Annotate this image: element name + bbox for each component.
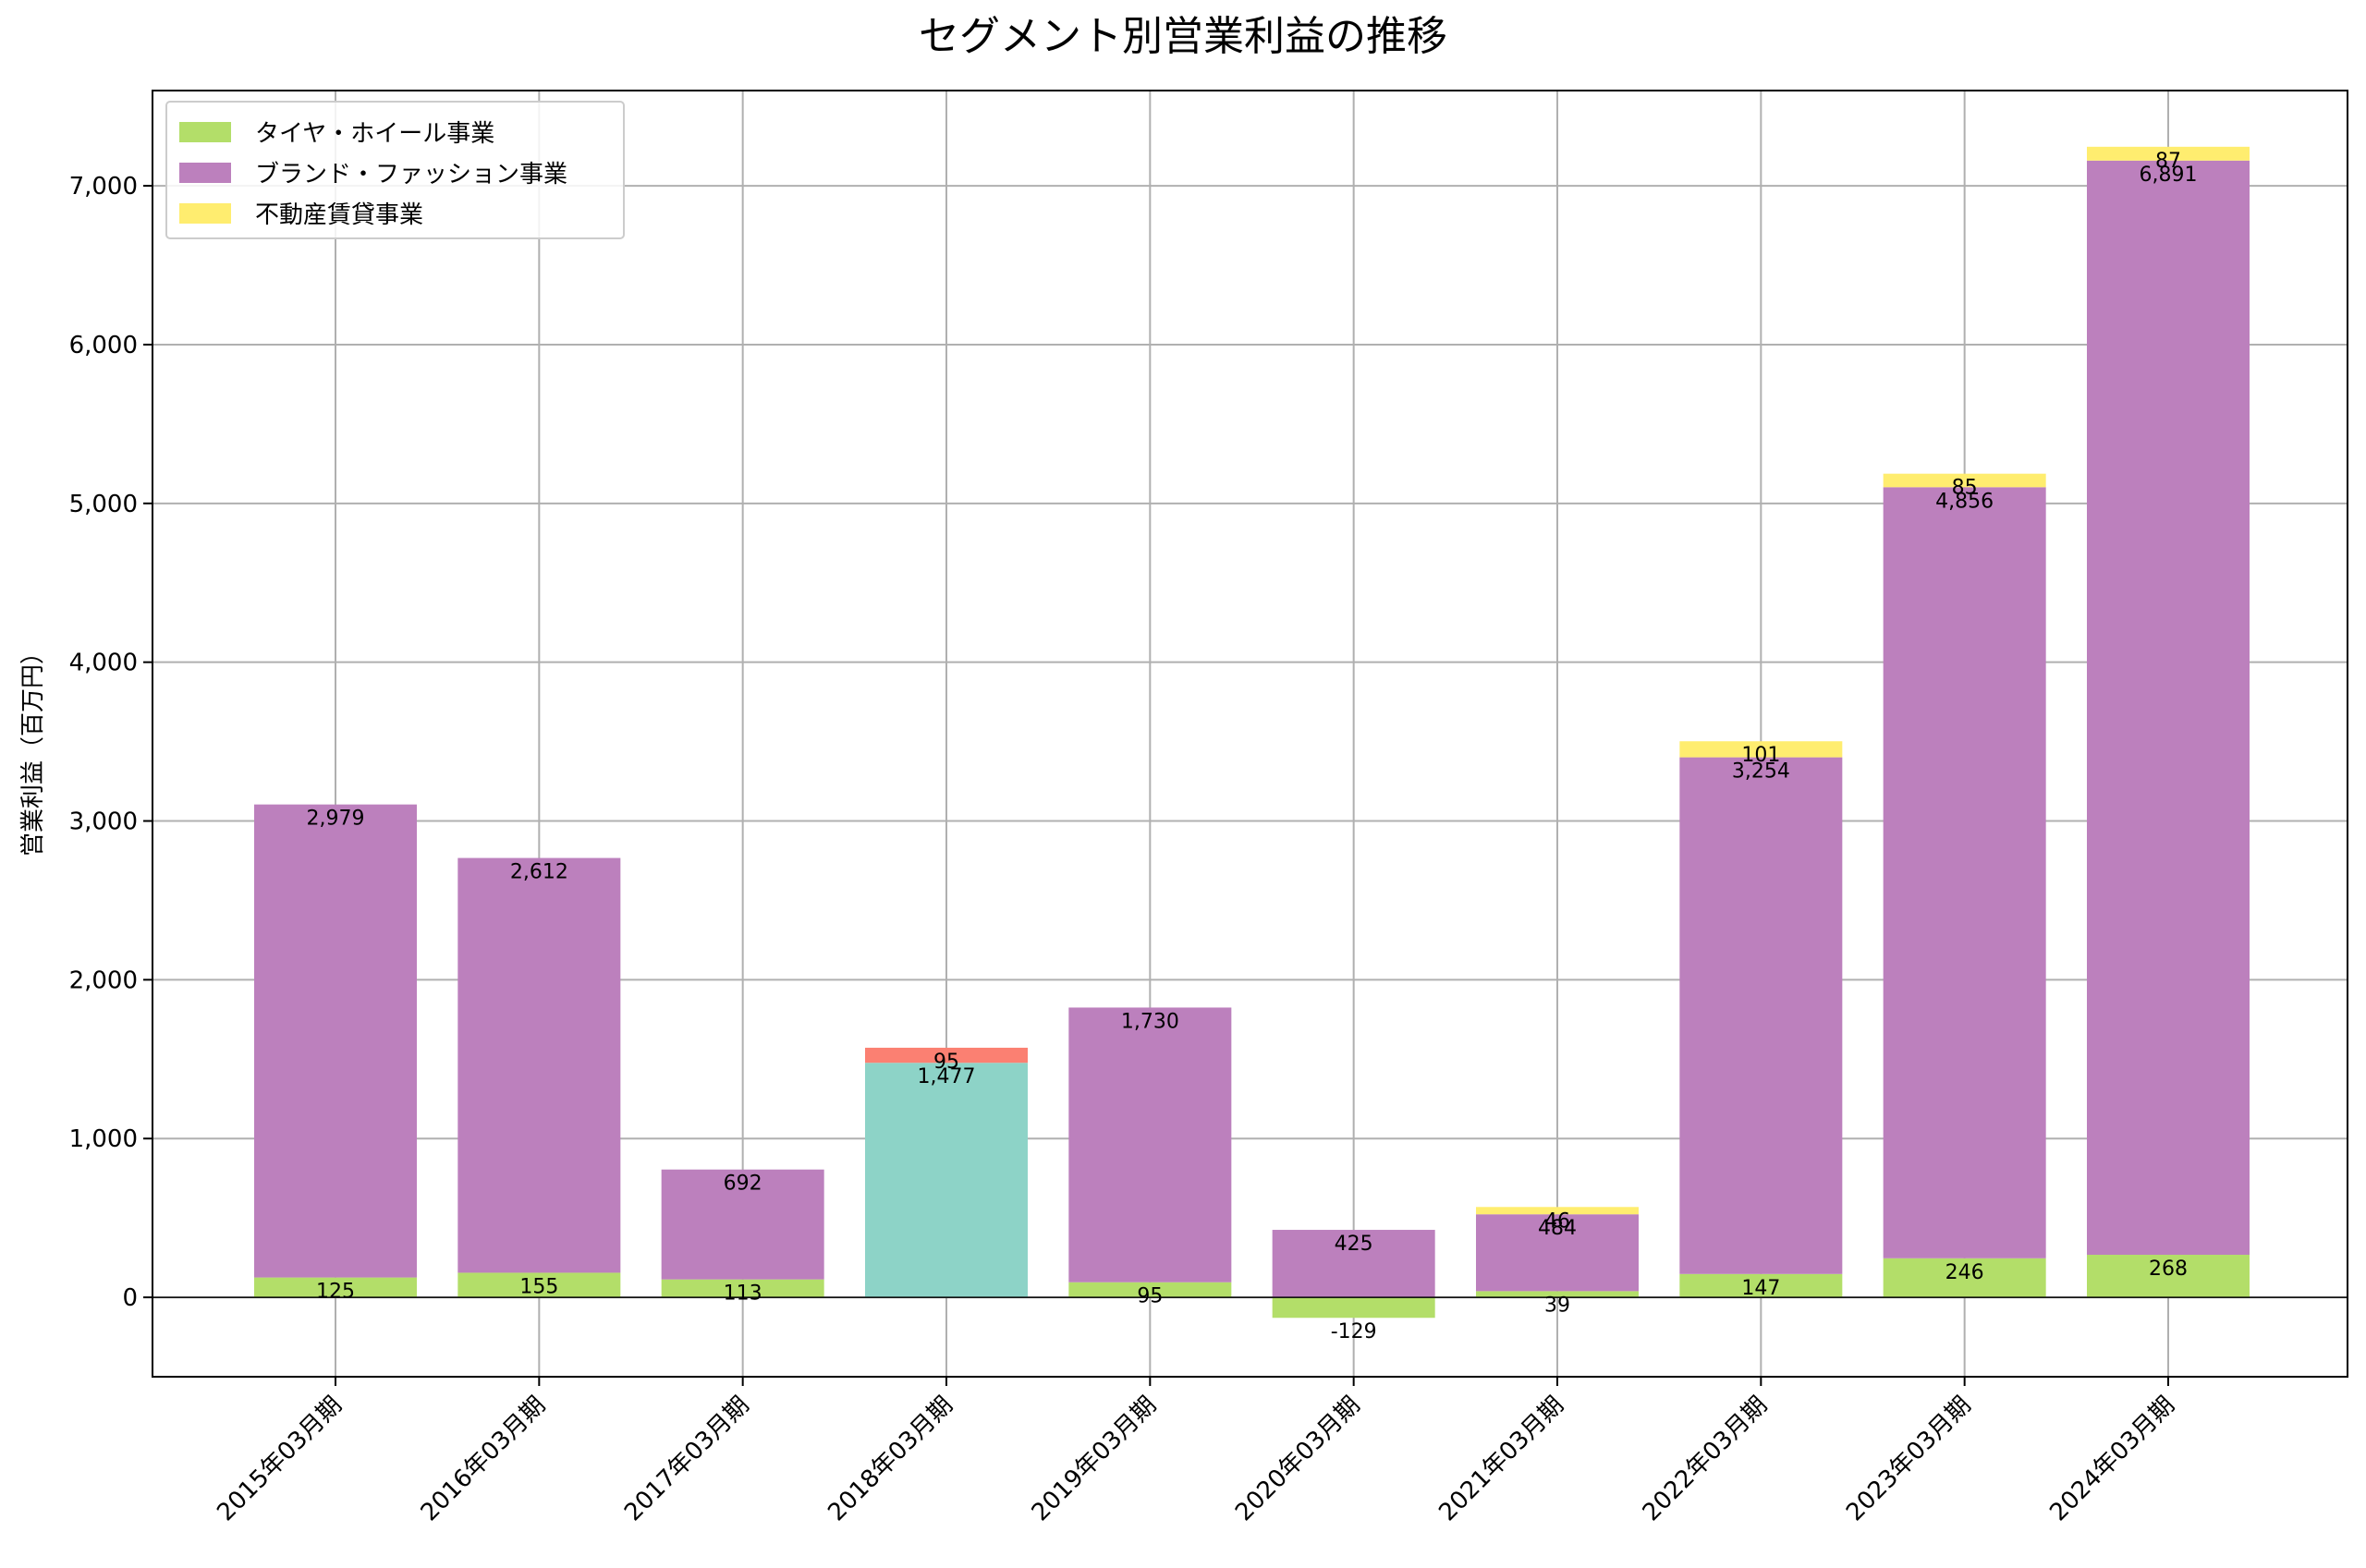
bar-segment xyxy=(1476,1291,1639,1298)
bar-segment xyxy=(1883,473,2046,488)
plot-frame xyxy=(152,90,2348,1378)
x-tick-label: 2015年03月期 xyxy=(212,1392,348,1527)
bar-segment xyxy=(1679,757,1843,1274)
y-tick-label: 1,000 xyxy=(69,1125,138,1153)
data-label: 425 xyxy=(1335,1233,1373,1256)
bar-segment xyxy=(865,1047,1028,1064)
data-label: 125 xyxy=(316,1281,355,1304)
data-label: 113 xyxy=(724,1282,762,1306)
data-label: 46 xyxy=(1544,1209,1570,1233)
data-label: 268 xyxy=(2149,1258,2188,1281)
data-label: 4,856 xyxy=(1935,490,1994,513)
data-label: 484 xyxy=(1538,1217,1577,1240)
data-label: 85 xyxy=(1952,477,1978,500)
data-label: 155 xyxy=(519,1275,558,1298)
y-tick-label: 0 xyxy=(122,1284,138,1312)
bar-segment xyxy=(1272,1297,1435,1319)
data-label: 147 xyxy=(1741,1277,1780,1300)
bar-segment xyxy=(457,857,621,1273)
y-axis-label: 営業利益（百万円） xyxy=(19,640,47,857)
data-label: 95 xyxy=(1137,1285,1163,1308)
legend-box xyxy=(165,101,625,239)
bar-segment xyxy=(1476,1207,1639,1215)
y-tick-label: 5,000 xyxy=(69,491,138,518)
legend-swatch xyxy=(179,203,231,224)
data-label: 692 xyxy=(724,1173,762,1196)
data-label: 95 xyxy=(933,1051,959,1074)
bar-segment xyxy=(865,1063,1028,1298)
x-tick-label: 2019年03月期 xyxy=(1027,1392,1163,1527)
data-label: 2,979 xyxy=(307,808,365,831)
data-label: 101 xyxy=(1741,744,1780,767)
legend-swatch xyxy=(179,163,231,183)
data-label: -129 xyxy=(1331,1320,1377,1343)
bar-segment xyxy=(1476,1214,1639,1292)
x-tick-label: 2022年03月期 xyxy=(1638,1392,1774,1527)
bar-segment xyxy=(661,1279,824,1298)
bar-segment xyxy=(2087,160,2250,1256)
legend-label: タイヤ・ホイール事業 xyxy=(255,120,494,148)
legend-swatch xyxy=(179,122,231,142)
x-tick-label: 2017年03月期 xyxy=(619,1392,755,1527)
bar-segment xyxy=(1883,1258,2046,1298)
chart-title: セグメント別営業利益の推移 xyxy=(919,13,1447,60)
data-label: 1,730 xyxy=(1121,1010,1179,1033)
y-tick-label: 4,000 xyxy=(69,650,138,677)
x-tick-label: 2020年03月期 xyxy=(1230,1392,1366,1527)
bar-segment xyxy=(254,1277,417,1298)
data-label: 3,254 xyxy=(1732,760,1790,784)
x-tick-label: 2023年03月期 xyxy=(1841,1392,1977,1527)
bars-layer xyxy=(254,146,2250,1319)
bar-segment xyxy=(2087,1255,2250,1298)
bar-segment xyxy=(1272,1230,1435,1298)
bar-segment xyxy=(1068,1282,1232,1298)
x-tick-label: 2016年03月期 xyxy=(416,1392,552,1527)
bar-segment xyxy=(457,1272,621,1298)
data-label: 6,891 xyxy=(2140,164,2198,187)
x-tick-label: 2021年03月期 xyxy=(1433,1392,1569,1527)
data-labels-layer: 1252,9791552,6121136921,47795951,730-129… xyxy=(307,150,2198,1343)
y-tick-label: 3,000 xyxy=(69,808,138,836)
legend-label: ブランド・ファッション事業 xyxy=(255,161,567,188)
bar-segment xyxy=(1679,741,1843,758)
data-label: 1,477 xyxy=(918,1065,976,1088)
bar-segment xyxy=(1883,487,2046,1258)
bar-segment xyxy=(254,804,417,1278)
y-tick-label: 7,000 xyxy=(69,173,138,201)
x-tick-label: 2024年03月期 xyxy=(2044,1392,2180,1527)
y-tick-label: 2,000 xyxy=(69,966,138,994)
bar-segment xyxy=(1068,1007,1232,1282)
data-label: 246 xyxy=(1945,1261,1984,1284)
legend-label: 不動産賃貸事業 xyxy=(255,201,423,229)
bar-segment xyxy=(1679,1273,1843,1298)
y-tick-label: 6,000 xyxy=(69,332,138,359)
data-label: 2,612 xyxy=(510,861,568,884)
data-label: 87 xyxy=(2155,150,2181,173)
bar-segment xyxy=(661,1169,824,1280)
bar-segment xyxy=(2087,146,2250,161)
x-tick-label: 2018年03月期 xyxy=(823,1392,958,1527)
